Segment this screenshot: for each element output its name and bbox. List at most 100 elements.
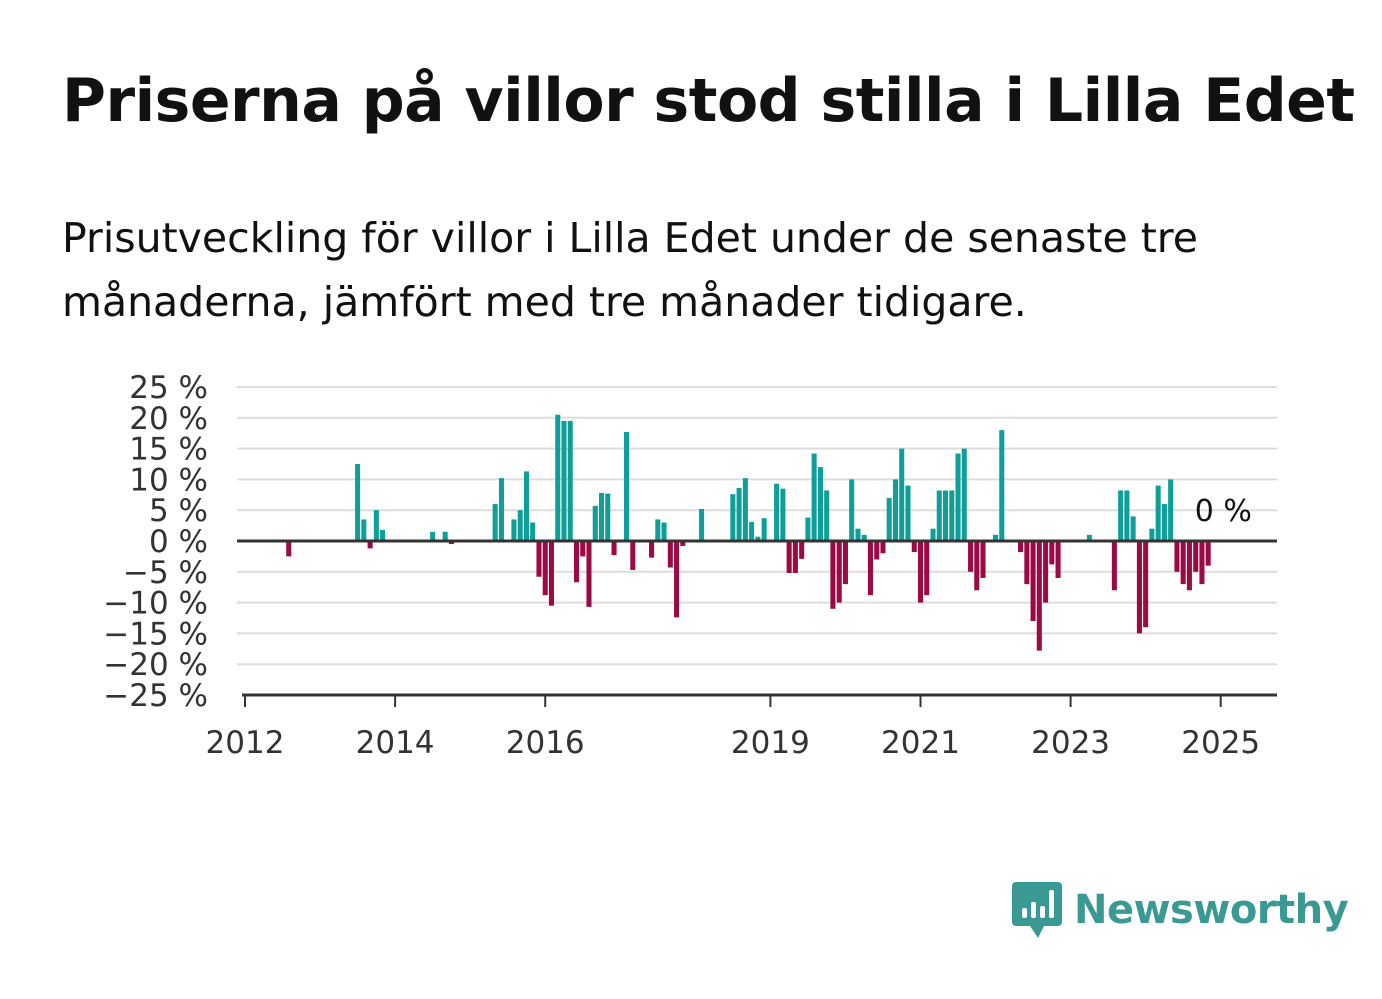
bar (867, 541, 873, 596)
bar (430, 531, 436, 541)
bar (736, 488, 742, 541)
x-tick-label: 2023 (1031, 725, 1110, 761)
bar (949, 490, 955, 541)
bar (373, 510, 379, 541)
bar (799, 541, 805, 559)
bar (774, 483, 780, 541)
y-tick-label: 25 % (129, 370, 208, 406)
bar (936, 490, 942, 541)
y-tick-label: 0 % (149, 524, 208, 560)
bar (442, 531, 448, 541)
bar (942, 490, 949, 541)
bar (498, 478, 504, 541)
bar (655, 519, 661, 541)
newsworthy-logo: Newsworthy (1010, 880, 1349, 940)
bar (730, 494, 736, 541)
y-tick-label: −10 % (103, 586, 208, 622)
bar (924, 541, 930, 596)
bar (1024, 541, 1030, 585)
bar (1018, 541, 1024, 553)
bar (649, 541, 655, 558)
bar (361, 519, 367, 541)
bar (598, 492, 605, 541)
bar (830, 541, 836, 609)
bar (880, 541, 886, 554)
brand-name: Newsworthy (1074, 887, 1349, 933)
bar (911, 541, 917, 553)
bar (993, 534, 999, 541)
bar (367, 541, 373, 549)
bar (1030, 541, 1036, 622)
bar (892, 479, 899, 541)
bar (855, 528, 861, 541)
bar (1155, 485, 1161, 541)
bar (874, 541, 880, 560)
bar (742, 478, 748, 541)
x-tick-label: 2025 (1181, 725, 1260, 761)
y-tick-label: −20 % (103, 647, 208, 683)
bar (842, 541, 848, 585)
bar (999, 430, 1005, 541)
bar (605, 493, 611, 541)
bar (592, 505, 598, 541)
chart-title: Priserna på villor stod stilla i Lilla E… (62, 66, 1355, 136)
bar (1055, 541, 1061, 578)
bar (1086, 534, 1092, 541)
bar (380, 529, 386, 541)
bar (1199, 541, 1205, 585)
bar (492, 504, 498, 541)
x-tick-label: 2019 (731, 725, 810, 761)
chart-subtitle: Prisutveckling för villor i Lilla Edet u… (62, 214, 1198, 326)
y-tick-label: −5 % (123, 555, 208, 591)
tick-labels: 25 %20 %15 %10 %5 %0 %−5 %−10 %−15 %−20 … (103, 370, 1260, 761)
bar (761, 518, 767, 541)
x-tick-label: 2014 (356, 725, 435, 761)
bar (974, 541, 980, 591)
bar (1130, 516, 1136, 541)
bar (580, 541, 586, 557)
bar (542, 541, 548, 596)
bar (836, 541, 842, 603)
bar (586, 541, 592, 607)
bar (1043, 541, 1049, 603)
bar (968, 541, 974, 572)
bar (786, 541, 792, 574)
bar (1205, 541, 1211, 566)
bar (511, 519, 517, 541)
bar (905, 485, 911, 541)
bar (523, 471, 529, 541)
bar (1124, 490, 1130, 541)
bar (1186, 541, 1192, 591)
x-tick-label: 2016 (506, 725, 585, 761)
bar (755, 536, 761, 541)
bar (611, 541, 617, 556)
bar (680, 541, 686, 546)
bar (824, 490, 830, 541)
bar (980, 541, 986, 578)
bar (355, 464, 361, 541)
bar (548, 541, 554, 606)
bar (623, 431, 630, 541)
last-value-label: 0 % (1195, 494, 1252, 529)
y-tick-label: −15 % (103, 616, 208, 652)
bar (930, 528, 936, 541)
bar (849, 479, 855, 541)
bar (1036, 541, 1042, 651)
x-tick-label: 2012 (206, 725, 285, 761)
y-tick-label: −25 % (103, 678, 208, 714)
bar (1161, 504, 1167, 541)
bar (886, 497, 892, 541)
bar (1049, 541, 1055, 565)
y-tick-label: 20 % (129, 401, 208, 437)
bars (286, 414, 1211, 651)
grid-lines (237, 386, 1277, 666)
bar (530, 522, 536, 541)
bar (536, 541, 542, 577)
bar (1118, 490, 1124, 541)
bar (817, 467, 823, 541)
bar (1111, 541, 1117, 591)
bar (1143, 541, 1149, 628)
bar (567, 420, 573, 541)
newsworthy-logo-icon (1012, 882, 1062, 938)
bar (792, 541, 798, 574)
